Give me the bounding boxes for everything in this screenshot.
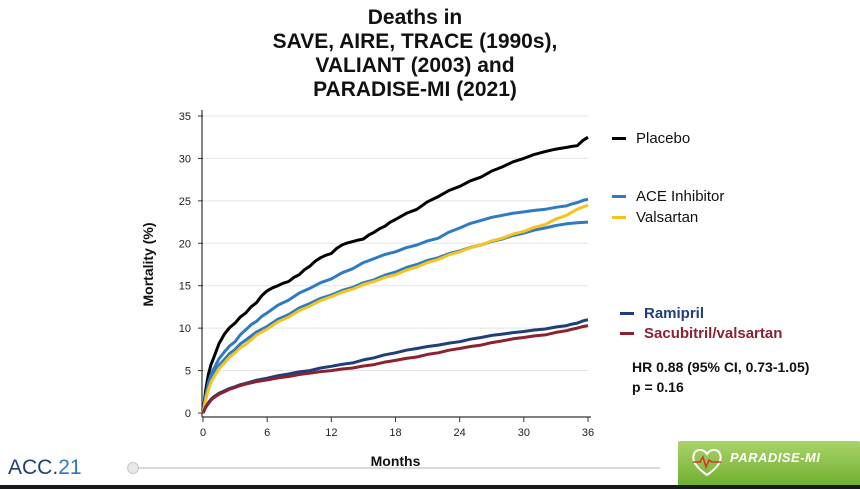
paradise-mi-logo: PARADISE-MI [678,441,860,487]
legend-item: ACE Inhibitor [612,188,724,205]
legend-swatch [612,216,626,219]
x-tick-label: 18 [389,427,401,439]
x-tick-label: 0 [200,427,206,439]
heart-icon [692,448,722,477]
y-tick-label: 5 [185,366,191,378]
p-value-line: p = 0.16 [632,379,684,395]
legend-item: Placebo [612,130,690,147]
series-line [201,197,589,414]
title-line-1: Deaths in [367,6,463,29]
x-tick-label: 36 [582,427,594,439]
x-tick-label: 24 [454,427,466,439]
bottom-bar [0,485,860,489]
hazard-ratio-text: HR 0.88 (95% CI, 0.73-1.05) p = 0.16 [632,357,809,397]
chart-title: Deaths in SAVE, AIRE, TRACE (1990s), VAL… [200,6,630,102]
video-progress-track[interactable] [130,467,660,469]
y-tick-label: 0 [185,408,191,420]
series-line [201,203,589,414]
legend-label: Ramipril [644,305,705,322]
series-line [201,135,589,414]
legend-label: Sacubitril/valsartan [644,325,783,342]
acc-prefix: ACC. [8,456,59,479]
legend-swatch [620,332,634,335]
y-tick-label: 20 [179,238,191,250]
legend-label: Placebo [636,130,691,147]
series-line [201,324,589,414]
legend-item: Sacubitril/valsartan [620,325,782,342]
legend-swatch [620,312,634,315]
legend-swatch [612,195,626,198]
title-line-3: VALIANT (2003) and [315,54,515,77]
legend-swatch [612,137,626,140]
x-tick-label: 6 [264,427,270,439]
legend-label: ACE Inhibitor [636,188,725,205]
y-tick-label: 30 [179,153,191,165]
y-tick-label: 15 [179,281,191,293]
y-tick-label: 25 [179,196,191,208]
legend-item: Valsartan [612,209,698,226]
video-progress-handle[interactable] [127,462,139,474]
y-axis-label: Mortality (%) [140,223,156,307]
x-tick-label: 30 [518,427,530,439]
logo-text: PARADISE-MI [730,450,821,465]
x-axis-label: Months [371,453,421,469]
legend-item: Ramipril [620,305,704,322]
x-tick-label: 12 [325,427,337,439]
title-line-2: SAVE, AIRE, TRACE (1990s), [272,30,558,53]
legend-label: Valsartan [636,209,699,226]
y-tick-label: 35 [179,111,191,123]
acc-number: 21 [58,456,82,479]
acc-logo: ACC.21 [8,456,82,480]
title-line-4: PARADISE-MI (2021) [313,78,517,101]
hr-line: HR 0.88 (95% CI, 0.73-1.05) [632,359,810,375]
y-tick-label: 10 [179,323,191,335]
